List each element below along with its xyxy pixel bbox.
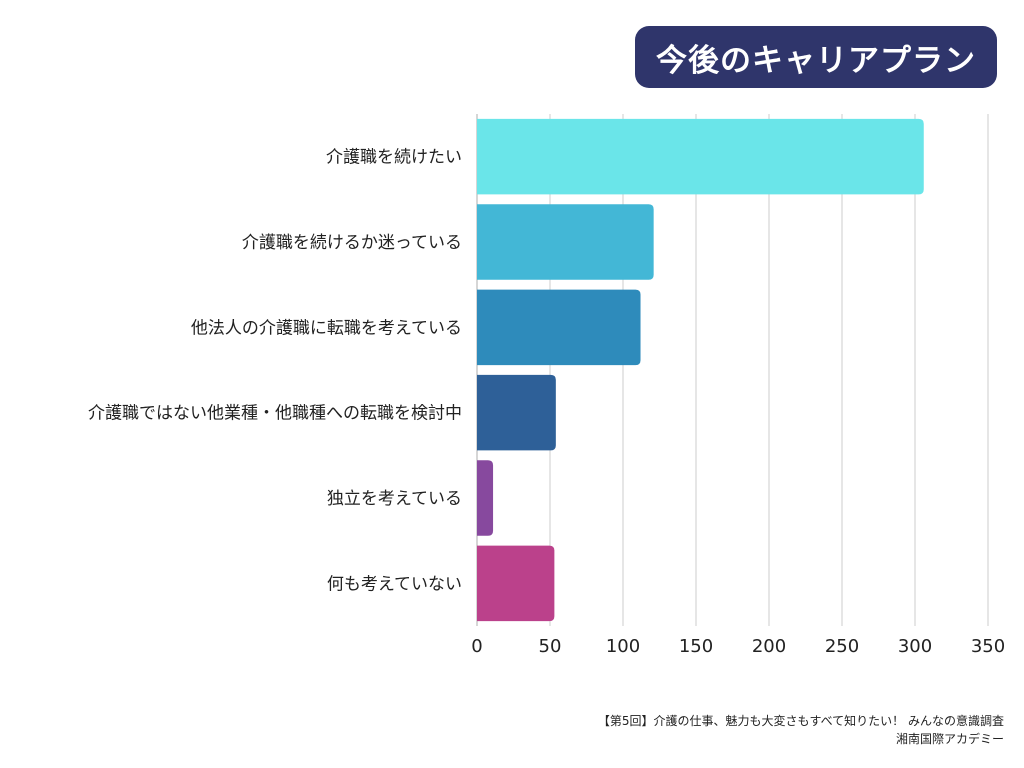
bar	[477, 545, 555, 622]
x-tick-label: 250	[825, 636, 859, 657]
bar	[477, 118, 924, 195]
chart-title: 今後のキャリアプラン	[656, 42, 976, 79]
category-labels: 介護職を続けたい介護職を続けるか迷っている他法人の介護職に転職を考えている介護職…	[88, 148, 462, 595]
x-tick-label: 350	[971, 636, 1005, 657]
gridlines	[476, 114, 989, 626]
bar	[477, 204, 654, 280]
chart-title-badge: 今後のキャリアプラン	[635, 26, 997, 88]
x-tick-label: 100	[606, 636, 640, 657]
x-tick-label: 300	[898, 636, 932, 657]
x-tick-label: 50	[539, 636, 562, 657]
bars	[477, 118, 924, 622]
category-label: 何も考えていない	[327, 574, 462, 594]
x-axis-ticks: 0 50 100 150 200 250 300 350	[471, 636, 1005, 657]
x-tick-label: 0	[471, 636, 482, 657]
bar	[477, 289, 641, 366]
bar	[477, 374, 556, 451]
bar	[477, 460, 494, 536]
bar-chart: 介護職を続けたい介護職を続けるか迷っている他法人の介護職に転職を考えている介護職…	[88, 114, 1005, 657]
organization-text: 湘南国際アカデミー	[895, 732, 1004, 746]
footer: 【第5回】介護の仕事、魅力も大変さもすべて知りたい！ みんなの意識調査 湘南国際…	[598, 712, 1004, 748]
category-label: 他法人の介護職に転職を考えている	[191, 318, 462, 338]
category-label: 介護職を続けるか迷っている	[242, 233, 462, 253]
category-label: 介護職ではない他業種・他職種への転職を検討中	[88, 404, 462, 424]
category-label: 独立を考えている	[327, 489, 462, 509]
source-text: 【第5回】介護の仕事、魅力も大変さもすべて知りたい！ みんなの意識調査	[597, 714, 1004, 728]
x-tick-label: 150	[679, 636, 713, 657]
category-label: 介護職を続けたい	[326, 148, 462, 168]
x-tick-label: 200	[752, 636, 786, 657]
